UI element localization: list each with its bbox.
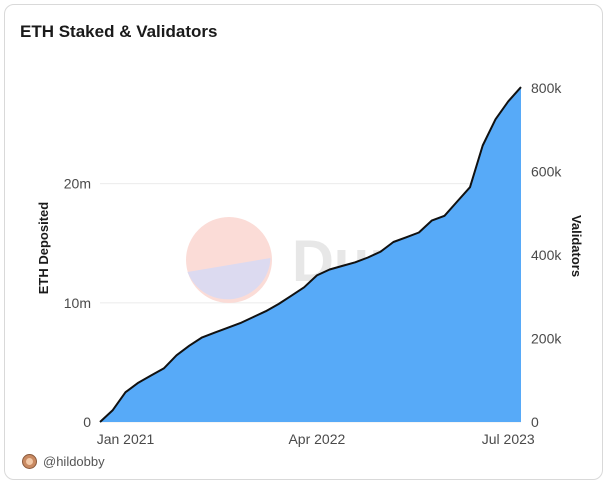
x-tick-label: Jul 2023 [482,431,535,447]
y-tick-label-left: 10m [64,295,91,311]
avatar [22,454,37,469]
x-tick-label: Jan 2021 [97,431,155,447]
y-axis-title-left: ETH Deposited [36,202,51,295]
y-axis-right: 0 200k 400k 600k 800k [531,80,562,430]
y-tick-label-right: 800k [531,80,562,96]
y-axis-title-right: Validators [569,215,584,277]
y-tick-label-right: 400k [531,247,562,263]
y-tick-label-right: 200k [531,331,562,347]
y-tick-label-left: 20m [64,176,91,192]
y-tick-label-right: 0 [531,414,539,430]
x-tick-label: Apr 2022 [288,431,345,447]
y-axis-left: 0 10m 20m [64,176,91,430]
chart-title: ETH Staked & Validators [20,22,218,41]
area-fill [100,87,521,422]
author-handle[interactable]: @hildobby [43,454,105,469]
y-tick-label-left: 0 [83,414,91,430]
y-tick-label-right: 600k [531,164,562,180]
area-series [99,86,522,423]
series-line [99,86,522,423]
watermark-circle-lower [187,258,271,300]
x-axis: Jan 2021 Apr 2022 Jul 2023 [97,431,535,447]
footer: @hildobby [22,454,105,469]
